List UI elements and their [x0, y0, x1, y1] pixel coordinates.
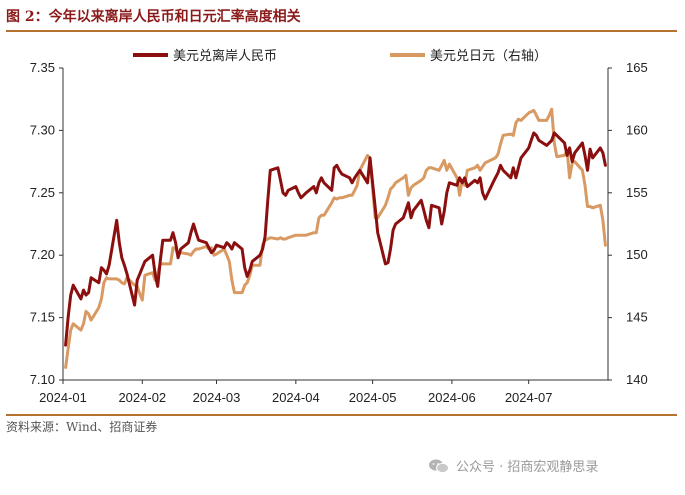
y-tick-label-right: 145 — [626, 310, 648, 325]
y-tick-label-right: 155 — [626, 185, 648, 200]
series-line-usdjpy — [64, 107, 607, 369]
y-tick-label-left: 7.10 — [30, 372, 55, 387]
y-tick-label-left: 7.30 — [30, 122, 55, 137]
y-tick-label-left: 7.15 — [30, 310, 55, 325]
watermark-text: 公众号 · 招商宏观静思录 — [456, 460, 599, 475]
chart-legend: 美元兑离岸人民币 美元兑日元（右轴） — [133, 48, 547, 64]
legend-label-usdcnh: 美元兑离岸人民币 — [173, 48, 277, 64]
y-tick-label-right: 160 — [626, 122, 648, 137]
series-line-usdcnh — [64, 131, 607, 347]
chart-axes: 7.10 7.15 7.20 7.25 7.30 7.35 140 145 150 155 160 1… — [30, 60, 648, 405]
x-tick-label: 2024-02 — [118, 390, 166, 405]
x-tick-label: 2024-04 — [272, 390, 320, 405]
watermark: 公众号 · 招商宏观静思录 — [428, 456, 598, 475]
x-tick-label: 2024-05 — [349, 390, 397, 405]
y-tick-label-right: 165 — [626, 60, 648, 75]
y-tick-label-right: 140 — [626, 372, 648, 387]
wechat-icon — [429, 459, 449, 473]
y-tick-label-left: 7.20 — [30, 247, 55, 262]
x-tick-label: 2024-06 — [428, 390, 476, 405]
source-rule — [6, 414, 677, 416]
y-tick-label-left: 7.35 — [30, 60, 55, 75]
x-tick-label: 2024-01 — [39, 390, 87, 405]
title-rule — [6, 30, 677, 32]
y-tick-label-right: 150 — [626, 247, 648, 262]
chart-series — [64, 107, 607, 369]
x-tick-label: 2024-03 — [193, 390, 241, 405]
legend-label-usdjpy: 美元兑日元（右轴） — [430, 49, 547, 64]
figure-title: 图 2：今年以来离岸人民币和日元汇率高度相关 — [6, 9, 301, 25]
source-note: 资料来源：Wind、招商证券 — [6, 420, 158, 434]
y-tick-label-left: 7.25 — [30, 185, 55, 200]
x-tick-label: 2024-07 — [505, 390, 553, 405]
